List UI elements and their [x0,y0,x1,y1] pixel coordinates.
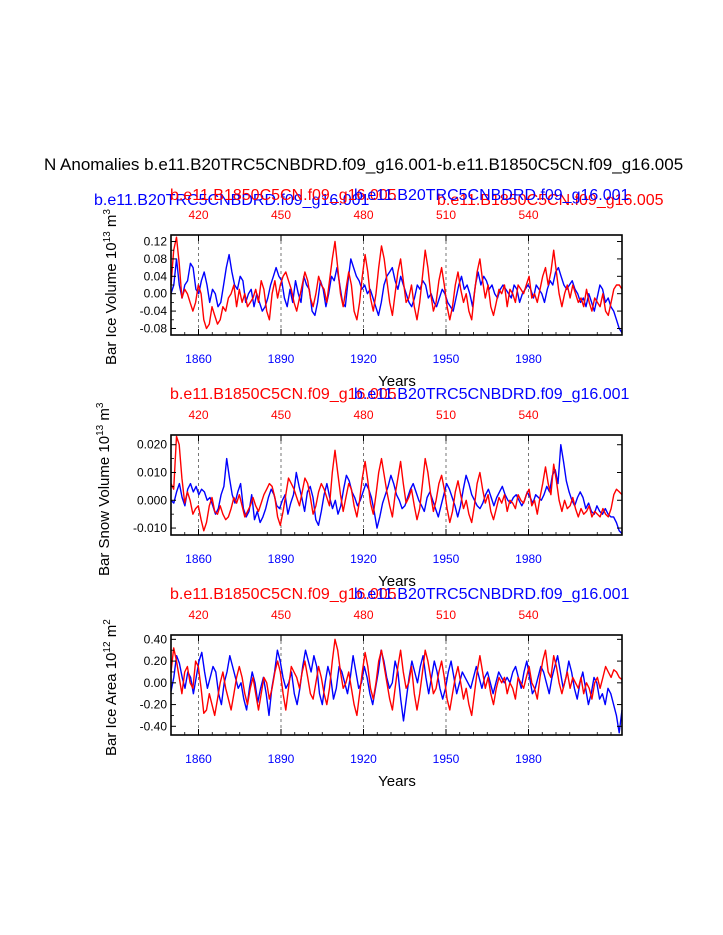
panel-ice-volume-y-tick-label-3: 0.00 [144,287,168,301]
panel-ice-area-blue-run-label: b.e11.B20TRC5CNBDRD.f09_g16.001 [354,586,630,603]
panel-ice-area-y-tick-label-4: -0.40 [140,719,168,733]
panel-ice-volume-blue-run-label: b.e11.B20TRC5CNBDRD.f09_g16.001 [354,187,630,204]
panel-ice-area-top-tick-label-2: 480 [353,608,373,622]
panel-ice-area-y-tick-label-2: 0.00 [144,676,168,690]
panel-ice-volume-x-tick-label-2: 1920 [350,352,377,366]
panel-snow-volume-ylabel-unit: m [96,408,113,425]
panel-snow-volume-x-tick-label-1: 1890 [268,552,295,566]
panel-ice-area-series-red-line [170,638,623,717]
panel-ice-volume-top-tick-label-2: 480 [353,208,373,222]
panel-ice-area-ylabel-unit-exponent: 2 [102,619,113,625]
panel-ice-area-x-tick-label-4: 1980 [515,752,542,766]
panel-ice-volume-top-tick-label-0: 420 [188,208,208,222]
panel-ice-volume-top-tick-label-3: 510 [436,208,456,222]
panel-snow-volume-y-tick-label-1: 0.010 [137,466,167,480]
panel-snow-volume-y-axis-title: Bar Snow Volume 1013 m3 [95,402,113,576]
panel-ice-area-ylabel-exponent: 12 [102,641,113,653]
panel-ice-volume-y-tick-label-5: -0.08 [140,321,168,335]
panel-ice-volume-ylabel-unit-exponent: 3 [102,209,113,215]
panel-ice-volume-ylabel-exponent: 13 [102,231,113,243]
panel-ice-volume-ylabel-unit: m [103,215,120,232]
ice-area-panel: b.e11.B1850C5CN.f09_g16.005 b.e11.B20TRC… [102,586,630,790]
panel-ice-area-frame [170,634,623,736]
panel-snow-volume-series-red-line [170,435,623,532]
panel-snow-volume-x-axis-title: Years [378,573,416,590]
panel-ice-volume-top-tick-label-1: 450 [271,208,291,222]
panel-ice-area-ylabel-unit: m [103,625,120,642]
panel-ice-volume-top-tick-label-4: 540 [518,208,538,222]
panel-snow-volume-top-tick-label-4: 540 [518,408,538,422]
panel-ice-area-x-tick-label-3: 1950 [433,752,460,766]
panel-ice-volume-red-run-label: b.e11.B1850C5CN.f09_g16.005 [170,187,397,204]
panel-snow-volume-top-tick-label-2: 480 [353,408,373,422]
panel-ice-area-series-blue-line [170,649,623,734]
panel-ice-volume-y-tick-label-2: 0.04 [144,269,168,283]
panel-ice-area-x-tick-label-1: 1890 [268,752,295,766]
panel-snow-volume-top-tick-label-3: 510 [436,408,456,422]
panel-snow-volume-blue-run-label: b.e11.B20TRC5CNBDRD.f09_g16.001 [354,386,630,403]
panel-ice-area-red-run-label: b.e11.B1850C5CN.f09_g16.005 [170,586,397,603]
panel-ice-area-top-tick-label-1: 450 [271,608,291,622]
panel-ice-area-x-tick-label-0: 1860 [185,752,212,766]
panel-snow-volume-ylabel-unit-exponent: 3 [95,402,106,408]
snow-volume-panel: b.e11.B1850C5CN.f09_g16.005 b.e11.B20TRC… [95,386,630,590]
panel-ice-area-y-tick-label-3: -0.20 [140,698,168,712]
panel-ice-volume-x-tick-label-3: 1950 [433,352,460,366]
panel-snow-volume-ylabel-exponent: 13 [95,424,106,436]
panel-snow-volume-x-tick-label-3: 1950 [433,552,460,566]
panel-snow-volume-top-tick-label-1: 450 [271,408,291,422]
figure-title: N Anomalies b.e11.B20TRC5CNBDRD.f09_g16.… [44,155,683,174]
panel-ice-area-y-axis-title: Bar Ice Area 1012 m2 [102,619,120,756]
panel-ice-area-x-axis-title: Years [378,773,416,790]
panel-ice-area-ylabel-main: Bar Ice Area 10 [103,653,120,756]
panel-snow-volume-top-tick-label-0: 420 [188,408,208,422]
panel-snow-volume-x-tick-label-4: 1980 [515,552,542,566]
panel-snow-volume-y-tick-label-2: 0.000 [137,493,167,507]
top-legend-red-run: b.e11.B1850C5CN.f09_g16.005 [437,192,664,209]
panel-ice-area-y-tick-label-0: 0.40 [144,632,168,646]
top-legend-blue-run: b.e11.B20TRC5CNBDRD.f09_g16.001 [94,192,370,209]
panel-ice-volume-x-tick-label-0: 1860 [185,352,212,366]
panel-ice-volume-y-tick-label-0: 0.12 [144,235,168,249]
panel-ice-volume-y-tick-label-4: -0.04 [140,304,168,318]
panel-ice-volume-x-tick-label-1: 1890 [268,352,295,366]
panel-ice-volume-x-tick-label-4: 1980 [515,352,542,366]
panel-ice-volume-y-axis-title: Bar Ice Volume 1013 m3 [102,209,120,365]
panel-ice-volume-y-tick-label-1: 0.08 [144,252,168,266]
panel-snow-volume-frame [170,434,623,536]
panel-snow-volume-ylabel-main: Bar Snow Volume 10 [96,436,113,576]
panel-ice-area-top-tick-label-4: 540 [518,608,538,622]
panel-snow-volume-red-run-label: b.e11.B1850C5CN.f09_g16.005 [170,386,397,403]
panel-ice-area-x-tick-label-2: 1920 [350,752,377,766]
panel-snow-volume-x-tick-label-0: 1860 [185,552,212,566]
panel-ice-volume-series-red-line [170,236,623,330]
panel-ice-volume-x-axis-title: Years [378,373,416,390]
panel-ice-area-top-tick-label-3: 510 [436,608,456,622]
panel-ice-volume-ylabel-main: Bar Ice Volume 10 [103,242,120,365]
ice-volume-panel: b.e11.B1850C5CN.f09_g16.005 b.e11.B20TRC… [102,187,630,390]
panel-ice-area-y-tick-label-1: 0.20 [144,654,168,668]
panel-snow-volume-series-blue-line [170,444,623,535]
panel-snow-volume-y-tick-label-3: -0.010 [133,521,167,535]
panel-snow-volume-y-tick-label-0: 0.020 [137,438,167,452]
panel-ice-area-top-tick-label-0: 420 [188,608,208,622]
panel-snow-volume-x-tick-label-2: 1920 [350,552,377,566]
